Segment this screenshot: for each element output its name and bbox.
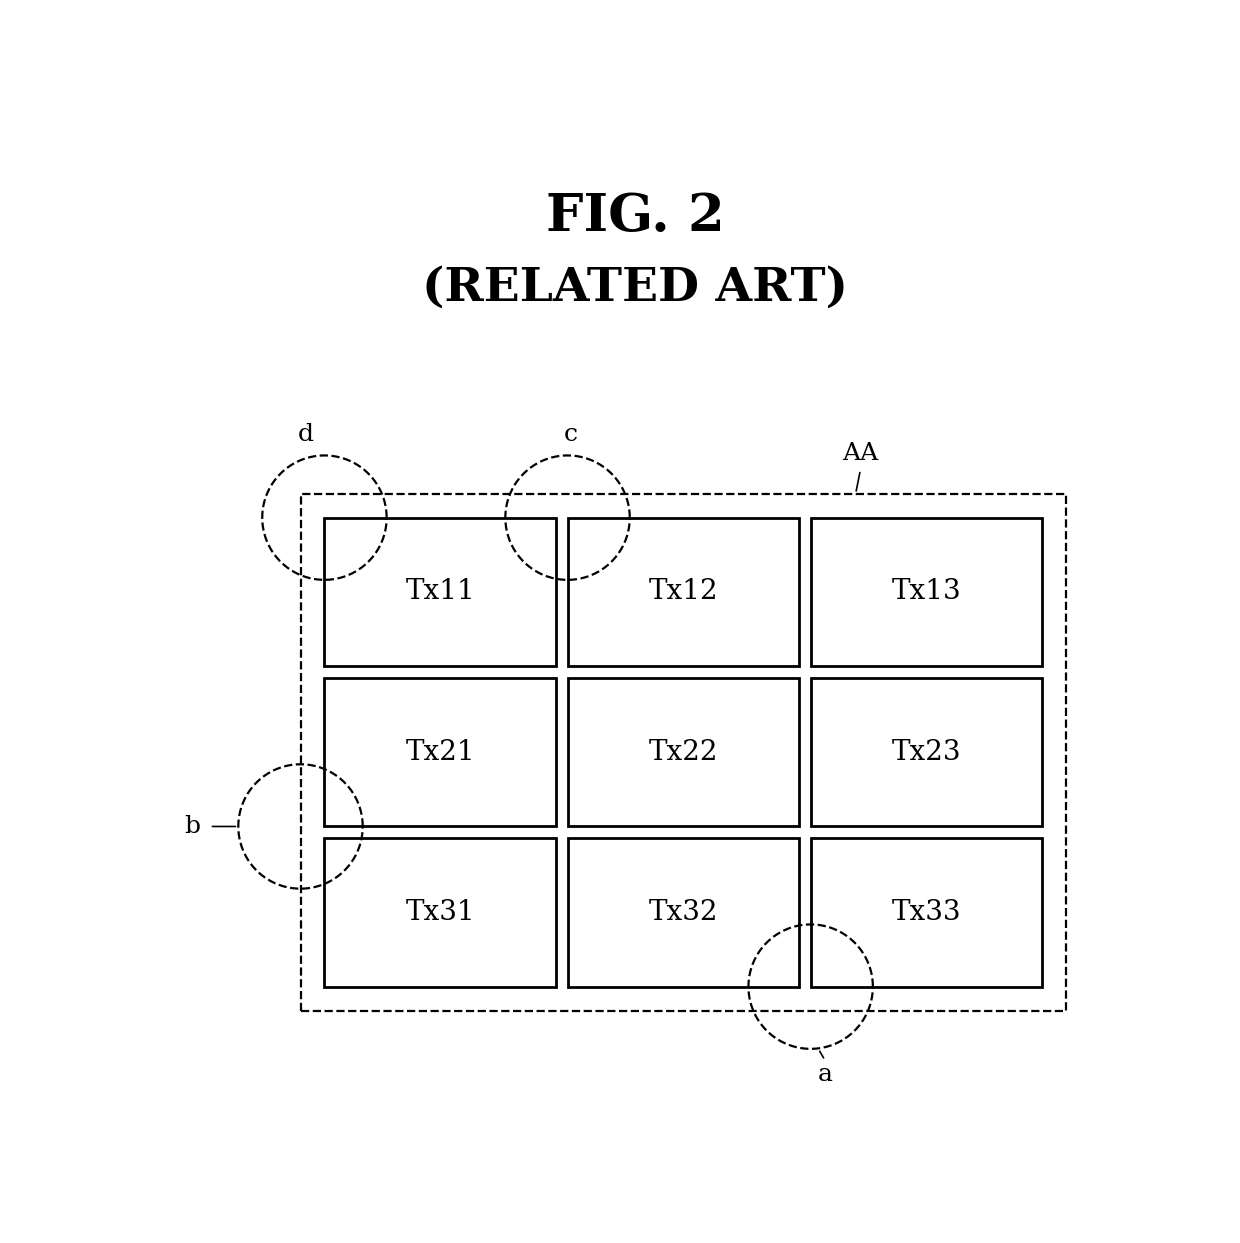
Text: b: b <box>184 815 200 838</box>
Bar <box>325 838 556 987</box>
Text: Tx21: Tx21 <box>405 738 475 766</box>
Bar <box>568 517 799 666</box>
Text: Tx32: Tx32 <box>649 899 718 926</box>
Bar <box>325 517 556 666</box>
Text: Tx23: Tx23 <box>892 738 961 766</box>
Text: FIG. 2: FIG. 2 <box>546 190 725 241</box>
Bar <box>568 677 799 827</box>
Text: Tx31: Tx31 <box>405 899 475 926</box>
Bar <box>568 838 799 987</box>
Text: AA: AA <box>842 443 879 465</box>
Text: (RELATED ART): (RELATED ART) <box>423 265 848 311</box>
Text: d: d <box>298 423 314 446</box>
Text: Tx11: Tx11 <box>405 578 475 605</box>
Text: c: c <box>563 423 578 446</box>
Text: Tx12: Tx12 <box>649 578 718 605</box>
Text: a: a <box>817 1063 832 1086</box>
Bar <box>811 517 1043 666</box>
Text: Tx13: Tx13 <box>892 578 961 605</box>
Bar <box>811 838 1043 987</box>
Bar <box>300 493 1066 1011</box>
Text: Tx22: Tx22 <box>649 738 718 766</box>
Bar <box>811 677 1043 827</box>
Text: Tx33: Tx33 <box>892 899 961 926</box>
Bar <box>325 677 556 827</box>
